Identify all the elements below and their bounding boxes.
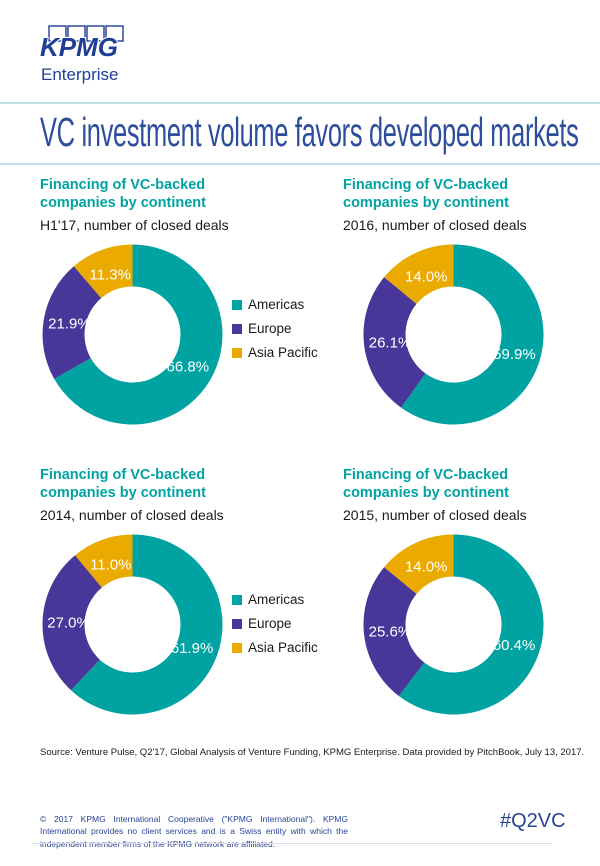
legend-row-1: Americas Europe Asia Pacific (232, 297, 318, 369)
chart-subtitle: H1'17, number of closed deals (40, 217, 229, 234)
slice-percentage-label: 66.8% (167, 359, 210, 376)
donut-slice-asia-pacific (75, 534, 133, 588)
bottom-hairline (32, 843, 552, 844)
donut-slice-europe (363, 277, 426, 408)
slice-percentage-label: 61.9% (171, 640, 214, 657)
header-rule-top (0, 102, 600, 104)
donut-slice-europe (42, 555, 102, 691)
americas-swatch (232, 594, 242, 605)
header-rule-bottom (0, 163, 600, 165)
donut-slice-americas (398, 534, 544, 715)
kpmg-logo-squares (48, 25, 124, 42)
kpmg-logo-enterprise: Enterprise (41, 65, 118, 84)
legend-item-asia-pacific: Asia Pacific (232, 640, 318, 655)
europe-swatch (232, 618, 242, 629)
legend-item-americas: Americas (232, 592, 318, 607)
donut-slice-asia-pacific (384, 534, 454, 594)
slice-percentage-label: 59.9% (493, 346, 536, 363)
chart-block-h117: Financing of VC-backed companies by cont… (40, 176, 340, 425)
europe-swatch (232, 323, 242, 334)
legend-item-europe: Europe (232, 616, 318, 631)
slice-percentage-label: 60.4% (493, 637, 536, 654)
legend-item-asia-pacific: Asia Pacific (232, 345, 318, 360)
source-note: Source: Venture Pulse, Q2'17, Global Ana… (40, 747, 585, 758)
slice-percentage-label: 11.0% (90, 556, 131, 573)
slice-percentage-label: 11.3% (90, 266, 131, 283)
legend-item-americas: Americas (232, 297, 318, 312)
copyright-text: © 2017 KPMG International Cooperative ("… (40, 814, 348, 849)
donut-slice-americas (71, 534, 223, 715)
chart-heading: Financing of VC-backed companies by cont… (40, 467, 206, 502)
chart-heading: Financing of VC-backed companies by cont… (343, 177, 509, 212)
donut-chart-2015: 60.4% 25.6% 14.0% (363, 534, 544, 715)
hashtag: #Q2VC (500, 810, 566, 832)
donut-slice-asia-pacific (73, 244, 133, 299)
slice-percentage-label: 25.6% (369, 624, 412, 641)
legend-label: Americas (248, 592, 305, 607)
donut-slice-europe (363, 567, 425, 696)
slice-percentage-label: 21.9% (48, 315, 91, 332)
slice-percentage-label: 27.0% (47, 615, 90, 632)
donut-chart-2014: 61.9% 27.0% 11.0% (42, 534, 223, 715)
slice-percentage-label: 14.0% (405, 559, 448, 576)
kpmg-logo: KPMG Enterprise (39, 24, 160, 95)
chart-subtitle: 2014, number of closed deals (40, 507, 224, 524)
kpmg-logo-text: KPMG (40, 32, 118, 62)
donut-slice-asia-pacific (384, 244, 454, 304)
legend-item-europe: Europe (232, 321, 318, 336)
chart-heading: Financing of VC-backed companies by cont… (40, 177, 206, 212)
chart-subtitle: 2015, number of closed deals (343, 507, 527, 524)
donut-slice-americas (54, 244, 223, 425)
asia-pacific-swatch (232, 642, 242, 653)
legend-label: Europe (248, 616, 292, 631)
donut-slice-americas (401, 244, 544, 425)
page-title: VC investment volume favors developed ma… (40, 109, 579, 155)
kpmg-logo-graphic: KPMG Enterprise (39, 25, 124, 84)
legend-label: Asia Pacific (248, 345, 318, 360)
chart-block-2014: Financing of VC-backed companies by cont… (40, 466, 340, 715)
chart-block-2015: Financing of VC-backed companies by cont… (343, 466, 600, 715)
donut-chart-2016: 59.9% 26.1% 14.0% (363, 244, 544, 425)
legend-row-2: Americas Europe Asia Pacific (232, 592, 318, 664)
chart-block-2016: Financing of VC-backed companies by cont… (343, 176, 600, 425)
legend-label: Europe (248, 321, 292, 336)
asia-pacific-swatch (232, 347, 242, 358)
donut-slice-europe (42, 266, 102, 379)
slice-percentage-label: 14.0% (405, 269, 448, 286)
legend-label: Asia Pacific (248, 640, 318, 655)
slice-percentage-label: 26.1% (369, 335, 412, 352)
chart-heading: Financing of VC-backed companies by cont… (343, 467, 509, 502)
chart-subtitle: 2016, number of closed deals (343, 217, 527, 234)
donut-chart-h117: 66.8% 21.9% 11.3% (42, 244, 223, 425)
legend-label: Americas (248, 297, 305, 312)
americas-swatch (232, 299, 242, 310)
